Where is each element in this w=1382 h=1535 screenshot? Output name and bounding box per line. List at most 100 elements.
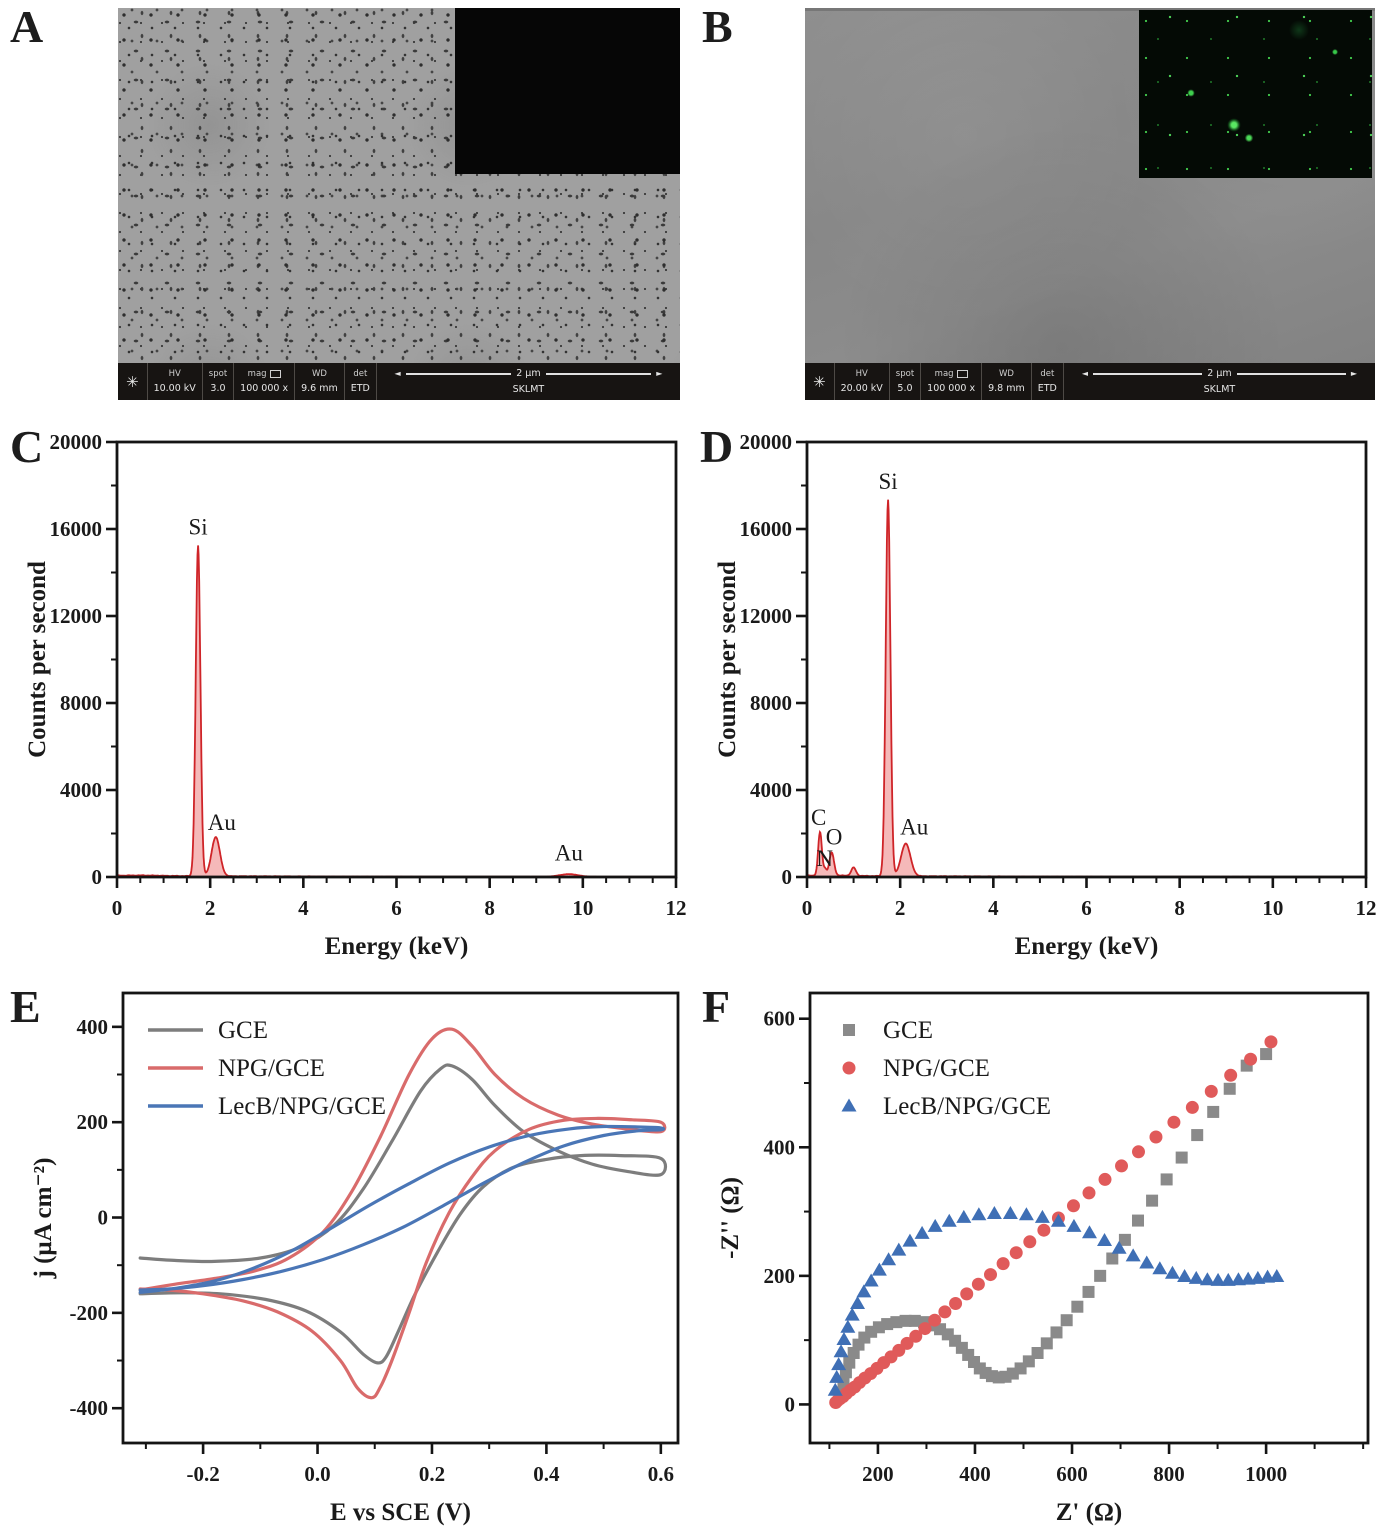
cv-curve-LecB/NPG/GCE	[138, 1124, 666, 1294]
scalebar-left-arrow-icon: ◄	[394, 368, 401, 378]
panel-F-chart: 200 400 600 800 1000 0 200 400 600 Z' (Ω) -Z'' (Ω)…	[717, 991, 1370, 1526]
y-tick-label: 400	[77, 1015, 109, 1039]
legend-label-GCE: GCE	[883, 1017, 933, 1044]
panel-E-data	[138, 1027, 668, 1400]
sem-b-field-det: det ETD	[1030, 363, 1063, 400]
sem-b-micrograph	[805, 8, 1375, 363]
panel-letter-f: F	[702, 981, 731, 1032]
peak-label-Au: Au	[208, 810, 237, 835]
y-tick-label: -400	[70, 1396, 109, 1420]
sem-a-scalebar: ◄ 2 μm ► SKLMT	[375, 363, 680, 400]
sem-b-field-wd: WD 9.8 mm	[981, 363, 1031, 400]
sem-b-scalebar: ◄ 2 μm ► SKLMT	[1062, 363, 1375, 400]
sem-a-field-mag: mag 100 000 x	[233, 363, 294, 400]
mag-frame-icon	[269, 369, 281, 378]
panel-F-data	[827, 1035, 1285, 1409]
peak-label-O: O	[826, 824, 843, 849]
sem-a-field-det: det ETD	[343, 363, 376, 400]
peak-label-Au: Au	[900, 815, 929, 840]
field-label: spot	[208, 368, 228, 379]
scalebar-right-arrow-icon: ►	[1350, 368, 1358, 378]
cv-curve-NPG/GCE	[138, 1027, 667, 1400]
field-label: HV	[855, 368, 868, 379]
y-tick-label: 8000	[750, 691, 792, 715]
y-tick-label: 0	[92, 865, 103, 889]
scalebar-line	[405, 373, 512, 375]
sem-b-field-hv: HV 20.00 kV	[833, 363, 889, 400]
x-tick-label: 10	[572, 896, 593, 920]
sem-b-field-mag: mag 100 000 x	[920, 363, 981, 400]
x-tick-label: 8	[484, 896, 495, 920]
panel-letter-e: E	[10, 981, 41, 1032]
x-axis-title: Energy (keV)	[1015, 933, 1159, 960]
scalebar-right-arrow-icon: ►	[656, 368, 663, 378]
x-tick-label: 0.6	[648, 1462, 674, 1486]
y-axis-title: -Z'' (Ω)	[717, 1177, 744, 1259]
sem-b-fluorescence-inset	[1139, 10, 1372, 178]
field-value: 3.0	[210, 383, 226, 395]
panel-D-axes: 0 2 4 6 8 10 12 0 4000 8000 12000 16000 20000 Energy …	[714, 430, 1377, 960]
sem-image-a: ✳ HV 10.00 kV spot 3.0 mag 100 000 x WD …	[118, 8, 680, 400]
field-value: 5.0	[897, 383, 913, 395]
legend-label-LecB/NPG/GCE: LecB/NPG/GCE	[218, 1093, 386, 1120]
panel-letter-a: A	[10, 1, 44, 52]
x-tick-label: 0	[112, 896, 123, 920]
x-tick-label: 200	[862, 1462, 894, 1486]
x-tick-label: 6	[391, 896, 402, 920]
x-tick-label: 2	[895, 896, 906, 920]
field-label: WD	[998, 368, 1014, 379]
x-tick-label: 0.4	[533, 1462, 560, 1486]
y-tick-label: 4000	[60, 778, 102, 802]
y-tick-label: 200	[77, 1110, 109, 1134]
nyquist-series-GCE	[835, 1048, 1273, 1399]
x-tick-label: 0.0	[304, 1462, 330, 1486]
peak-label-Au: Au	[555, 840, 584, 865]
x-tick-label: 8	[1174, 896, 1185, 920]
field-label: mag	[934, 368, 954, 379]
x-tick-label: -0.2	[186, 1462, 219, 1486]
field-value: ETD	[1037, 383, 1057, 395]
x-tick-label: 12	[666, 896, 687, 920]
x-tick-label: 2	[205, 896, 216, 920]
field-value: 10.00 kV	[153, 383, 196, 395]
y-axis-title: Counts per second	[714, 561, 741, 758]
scalebar-line	[1236, 373, 1346, 375]
peak-label-Si: Si	[188, 514, 207, 539]
sem-a-inset	[455, 8, 680, 174]
peak-label-Si: Si	[878, 469, 897, 494]
sem-a-field-spot: spot 3.0	[201, 363, 233, 400]
scalebar-line	[1092, 373, 1203, 375]
sem-logo-icon: ✳	[813, 372, 826, 391]
panel-C-chart: 0 2 4 6 8 10 12 0 4000 8000 12000 16000 20000 Energy …	[24, 430, 687, 960]
panel-C-data	[116, 545, 676, 878]
x-tick-label: 4	[988, 896, 999, 920]
x-tick-label: 0	[802, 896, 813, 920]
panel-letter-c: C	[10, 421, 44, 472]
y-tick-label: -200	[70, 1301, 109, 1325]
y-axis-title: j (μA cm⁻²)	[30, 1158, 57, 1280]
y-tick-label: 20000	[50, 430, 103, 454]
y-tick-label: 4000	[750, 778, 792, 802]
panel-D-data	[806, 499, 1366, 878]
y-tick-label: 8000	[60, 691, 102, 715]
panel-F-legend: GCE NPG/GCE LecB/NPG/GCE	[841, 1017, 1051, 1120]
panel-F-axes: 200 400 600 800 1000 0 200 400 600 Z' (Ω) -Z'' (Ω)	[717, 991, 1370, 1526]
field-value: 9.8 mm	[988, 383, 1025, 395]
x-axis-title: Energy (keV)	[325, 933, 469, 960]
field-value: 100 000 x	[240, 383, 289, 395]
x-tick-label: 800	[1153, 1462, 1185, 1486]
x-tick-label: 10	[1262, 896, 1283, 920]
legend-label-GCE: GCE	[218, 1017, 268, 1044]
panel-letter-d: D	[700, 421, 734, 472]
legend-label-NPG/GCE: NPG/GCE	[883, 1055, 990, 1082]
panel-E-axes: -0.2 0.0 0.2 0.4 0.6 -400 -200 0 200 400 E vs SCE …	[30, 991, 680, 1526]
scalebar-line	[545, 373, 652, 375]
nyquist-series-NPG/GCE	[829, 1035, 1278, 1409]
mag-frame-icon	[956, 369, 968, 378]
y-tick-label: 12000	[740, 604, 793, 628]
x-axis-title: Z' (Ω)	[1056, 1499, 1123, 1526]
x-axis-title: E vs SCE (V)	[330, 1499, 471, 1526]
sem-logo-icon: ✳	[126, 372, 139, 391]
